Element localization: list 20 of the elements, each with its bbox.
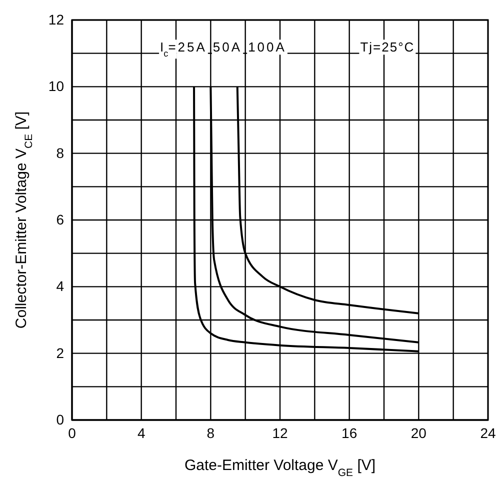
x-tick-label: 8	[206, 424, 215, 441]
y-tick-label: 6	[56, 211, 64, 228]
y-tick-label: 10	[48, 78, 64, 94]
x-tick-label: 4	[137, 424, 146, 441]
y-tick-label: 12	[48, 11, 64, 28]
annotation: I$_{c}$=	[160, 40, 176, 59]
y-tick-label: 4	[56, 278, 64, 294]
y-tick-label: 2	[56, 344, 64, 361]
y-tick-label: 8	[56, 144, 64, 161]
x-tick-label: 12	[272, 424, 288, 441]
x-tick-label: 24	[480, 424, 496, 441]
x-tick-label: 0	[68, 424, 76, 441]
annotation: Tj=25°C	[360, 40, 415, 55]
text: 25A	[178, 40, 207, 55]
text: 100A	[248, 40, 286, 55]
y-tick-label: 0	[56, 411, 64, 428]
x-axis-title: Gate-Emitter Voltage V$_{GE}$ [V]	[184, 457, 376, 479]
text: 50A	[212, 40, 242, 55]
x-tick-label: 20	[410, 424, 427, 441]
x-tick-label: 16	[342, 424, 358, 441]
